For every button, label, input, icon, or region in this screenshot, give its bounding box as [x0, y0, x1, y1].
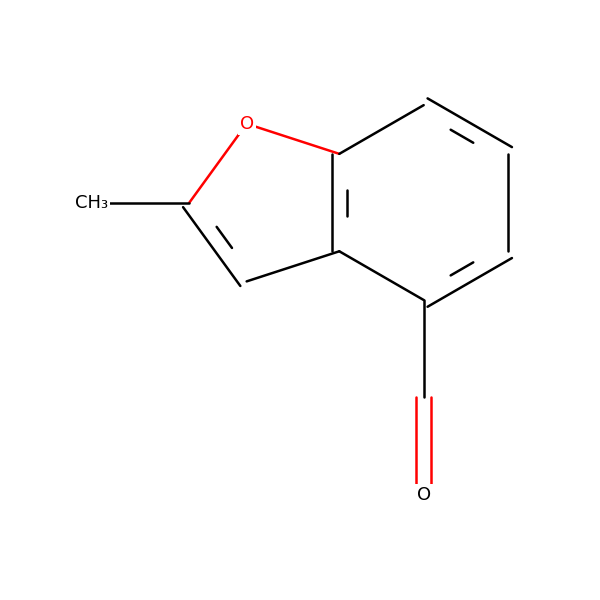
Text: CH₃: CH₃	[76, 194, 109, 212]
Text: O: O	[239, 115, 254, 133]
Text: O: O	[416, 486, 431, 504]
